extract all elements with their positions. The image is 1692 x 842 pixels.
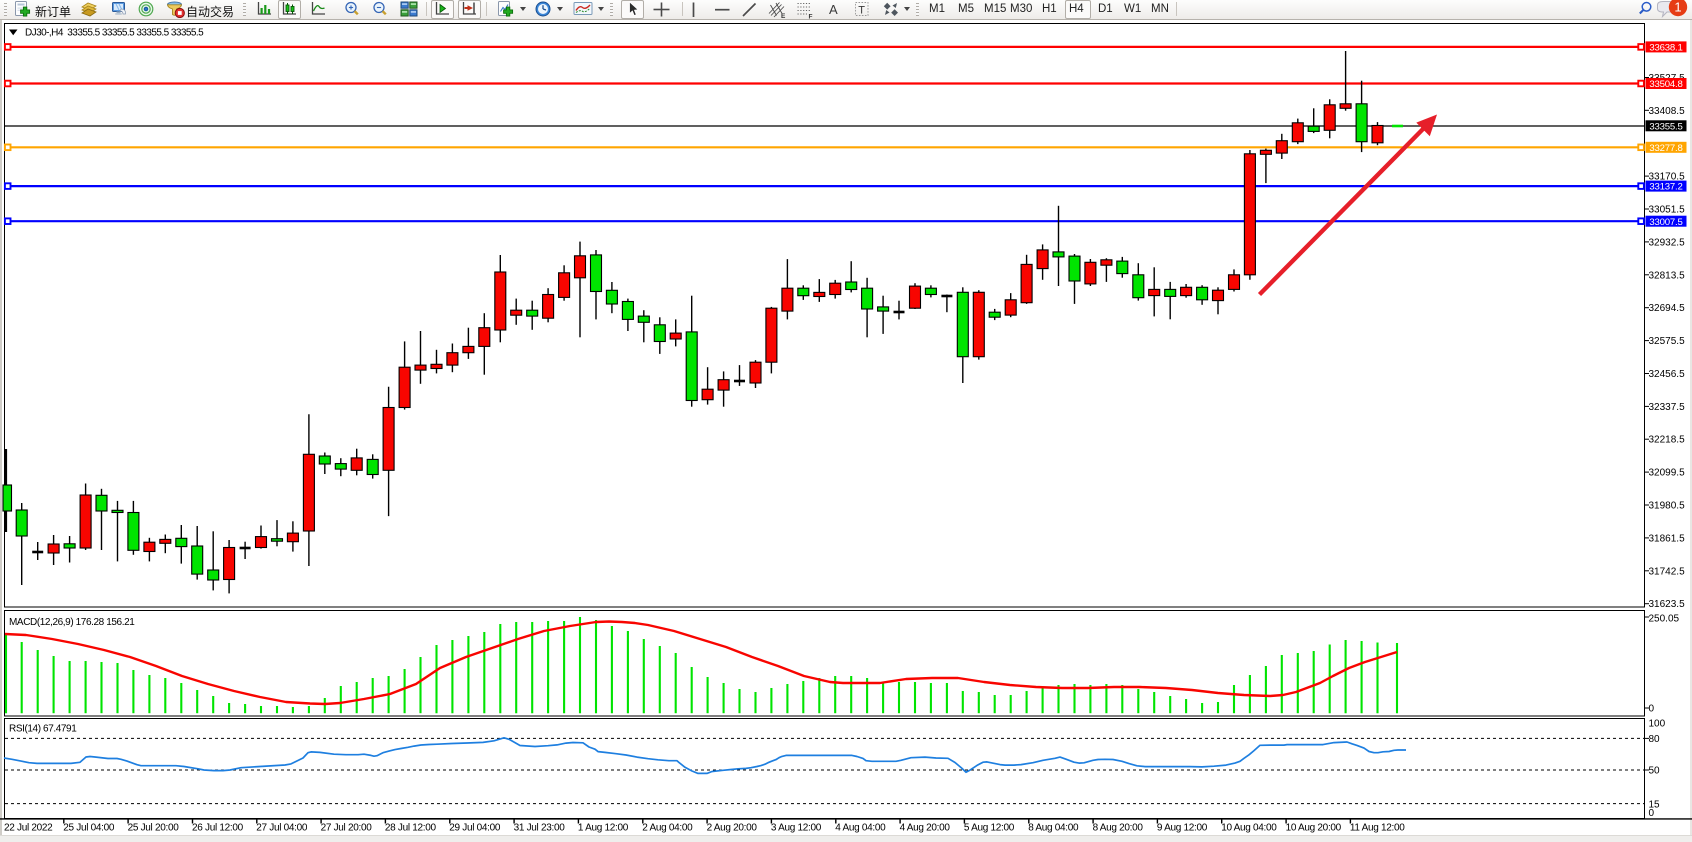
svg-text:10 Aug 04:00: 10 Aug 04:00 [1221,823,1277,834]
svg-text:33170.5: 33170.5 [1649,172,1686,183]
svg-text:22 Jul 2022: 22 Jul 2022 [4,823,53,834]
svg-text:0: 0 [1649,808,1655,819]
svg-text:80: 80 [1649,734,1661,745]
svg-text:32694.5: 32694.5 [1649,303,1686,314]
svg-text:33355.5: 33355.5 [1649,121,1682,132]
svg-text:29 Jul 04:00: 29 Jul 04:00 [449,823,501,834]
svg-text:32337.5: 32337.5 [1649,402,1686,413]
svg-text:0: 0 [1649,704,1655,715]
svg-text:33638.1: 33638.1 [1649,43,1682,54]
svg-text:8 Aug 04:00: 8 Aug 04:00 [1028,823,1079,834]
svg-text:28 Jul 12:00: 28 Jul 12:00 [385,823,437,834]
svg-text:31623.5: 31623.5 [1649,599,1686,610]
svg-text:32813.5: 32813.5 [1649,270,1686,281]
svg-text:33504.8: 33504.8 [1649,79,1682,90]
svg-text:32099.5: 32099.5 [1649,468,1686,479]
svg-text:27 Jul 20:00: 27 Jul 20:00 [321,823,373,834]
svg-text:2 Aug 20:00: 2 Aug 20:00 [707,823,758,834]
svg-text:10 Aug 20:00: 10 Aug 20:00 [1286,823,1342,834]
svg-text:33137.2: 33137.2 [1649,182,1682,193]
svg-text:25 Jul 20:00: 25 Jul 20:00 [128,823,180,834]
svg-text:4 Aug 20:00: 4 Aug 20:00 [900,823,951,834]
svg-text:31742.5: 31742.5 [1649,566,1686,577]
svg-text:31980.5: 31980.5 [1649,501,1686,512]
svg-text:31861.5: 31861.5 [1649,533,1686,544]
svg-text:26 Jul 12:00: 26 Jul 12:00 [192,823,244,834]
svg-text:1: 1 [1674,0,1681,15]
svg-text:32575.5: 32575.5 [1649,336,1686,347]
svg-text:32456.5: 32456.5 [1649,369,1686,380]
svg-text:4 Aug 04:00: 4 Aug 04:00 [835,823,886,834]
svg-text:50: 50 [1649,766,1661,777]
svg-text:15: 15 [1649,800,1661,811]
svg-text:33277.8: 33277.8 [1649,143,1682,154]
svg-text:250.05: 250.05 [1649,614,1680,625]
svg-text:MACD(12,26,9) 176.28 156.21: MACD(12,26,9) 176.28 156.21 [9,617,135,628]
svg-text:27 Jul 04:00: 27 Jul 04:00 [256,823,308,834]
svg-text:32932.5: 32932.5 [1649,237,1686,248]
svg-text:E: E [781,13,786,19]
svg-text:31 Jul 23:00: 31 Jul 23:00 [514,823,566,834]
svg-text:9 Aug 12:00: 9 Aug 12:00 [1157,823,1208,834]
svg-text:RSI(14) 67.4791: RSI(14) 67.4791 [9,724,77,735]
svg-text:32218.5: 32218.5 [1649,435,1686,446]
svg-text:1 Aug 12:00: 1 Aug 12:00 [578,823,629,834]
svg-text:T: T [858,5,865,17]
svg-text:100: 100 [1649,719,1666,730]
svg-text:33007.5: 33007.5 [1649,217,1682,228]
svg-text:8 Aug 20:00: 8 Aug 20:00 [1093,823,1144,834]
svg-text:2 Aug 04:00: 2 Aug 04:00 [642,823,693,834]
svg-text:33408.5: 33408.5 [1649,106,1686,117]
svg-text:11 Aug 12:00: 11 Aug 12:00 [1350,823,1405,834]
svg-text:DJ30-,H4 33355.5 33355.5 3335: DJ30-,H4 33355.5 33355.5 33355.5 33355.5 [25,28,204,39]
svg-text:3 Aug 12:00: 3 Aug 12:00 [771,823,822,834]
svg-text:5 Aug 12:00: 5 Aug 12:00 [964,823,1015,834]
svg-text:25 Jul 04:00: 25 Jul 04:00 [63,823,115,834]
svg-text:F: F [809,14,813,20]
svg-text:33051.5: 33051.5 [1649,205,1686,216]
